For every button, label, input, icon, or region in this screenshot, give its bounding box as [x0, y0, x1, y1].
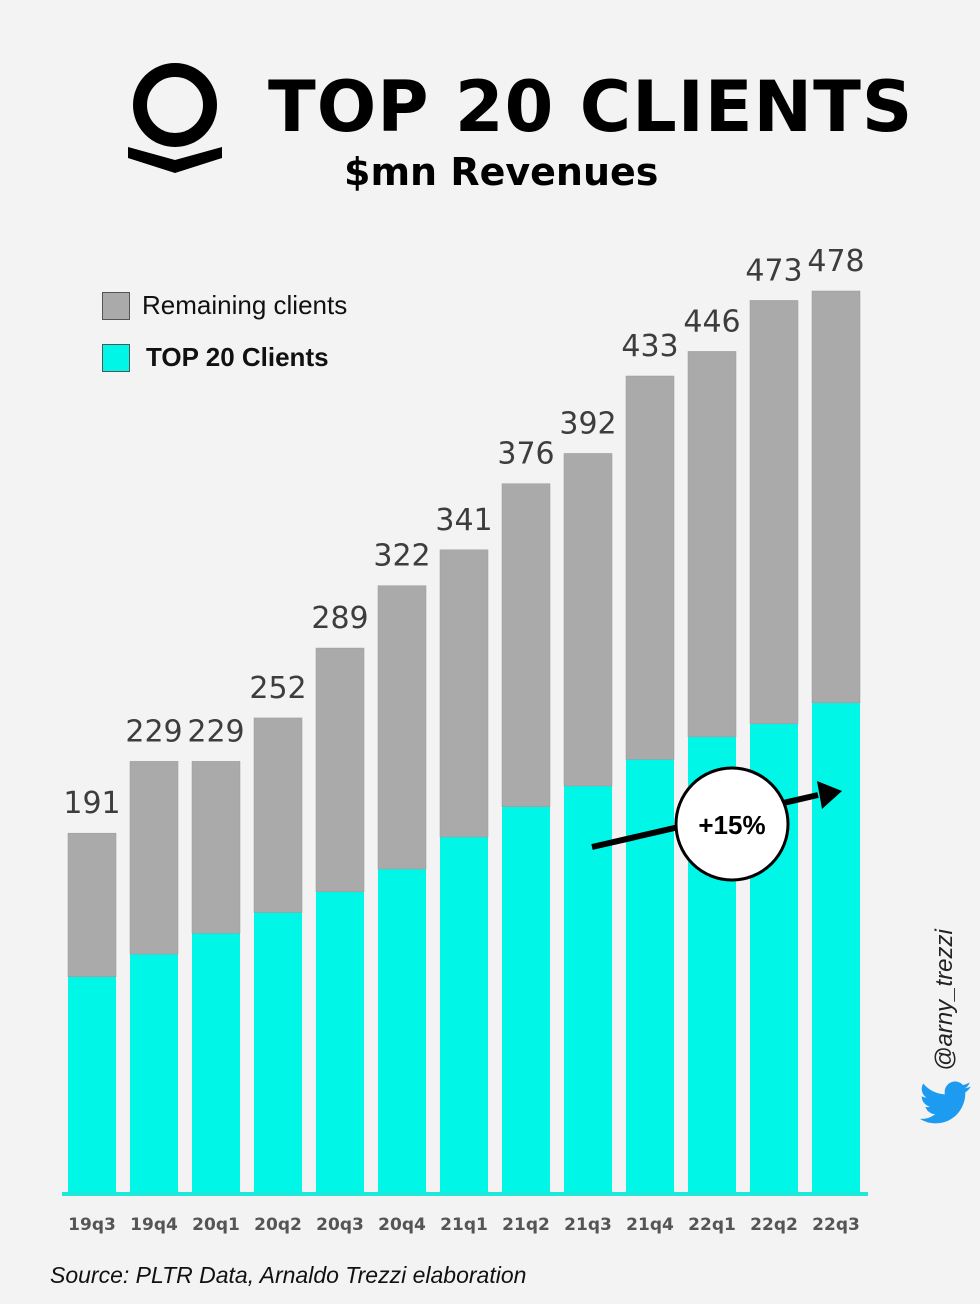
chart-title: TOP 20 CLIENTS	[268, 66, 914, 148]
bar-remaining-20q4	[377, 585, 427, 870]
author-handle: @arny_trezzi	[931, 929, 958, 1071]
bar-top20-21q2	[502, 806, 550, 1194]
bar-top20-21q3	[564, 785, 612, 1194]
bar-remaining-22q3	[811, 290, 861, 704]
x-tick-label: 21q4	[626, 1215, 674, 1235]
legend-item-remaining: Remaining clients	[102, 290, 347, 321]
total-label: 392	[559, 406, 616, 441]
palantir-logo-icon	[128, 63, 222, 173]
bar-top20-20q4	[378, 869, 426, 1194]
bar-top20-20q1	[192, 933, 240, 1194]
x-tick-label: 20q2	[254, 1215, 302, 1235]
legend-swatch-top20	[102, 343, 130, 372]
x-tick-label: 20q4	[378, 1215, 426, 1235]
growth-circle	[674, 766, 790, 882]
bar-remaining-19q3	[67, 832, 117, 978]
bar-remaining-22q2	[749, 300, 799, 724]
x-tick-label: 21q2	[502, 1215, 550, 1235]
legend-item-top20: TOP 20 Clients	[102, 342, 329, 373]
bar-remaining-21q4	[625, 375, 675, 760]
bar-top20-20q2	[254, 912, 302, 1194]
total-label: 229	[125, 714, 182, 749]
total-label: 191	[63, 786, 120, 821]
bar-remaining-19q4	[129, 761, 179, 955]
total-label: 289	[311, 601, 368, 636]
bar-remaining-22q1	[687, 351, 737, 738]
total-label: 322	[373, 539, 430, 574]
x-tick-label: 20q1	[192, 1215, 240, 1235]
x-tick-label: 21q3	[564, 1215, 612, 1235]
bar-remaining-20q3	[315, 647, 365, 892]
bar-top20-20q3	[316, 891, 364, 1194]
chart-subtitle: $mn Revenues	[344, 150, 659, 194]
total-label: 473	[745, 253, 802, 288]
bar-remaining-20q1	[191, 761, 241, 934]
x-tick-label: 22q3	[812, 1215, 860, 1235]
bar-remaining-20q2	[253, 717, 303, 913]
total-label: 376	[497, 437, 554, 472]
bar-top20-22q3	[812, 702, 860, 1194]
x-tick-label: 22q2	[750, 1215, 798, 1235]
twitter-bird-icon	[920, 1081, 972, 1124]
legend-swatch-remaining	[102, 291, 130, 320]
bar-remaining-21q2	[501, 483, 551, 807]
legend-label-remaining: Remaining clients	[142, 290, 348, 320]
bar-top20-19q3	[68, 976, 116, 1194]
x-tick-labels: 19q3 19q4 20q1 20q2 20q3 20q4 21q1 21q2 21q3 21q4…	[68, 1215, 860, 1235]
total-label: 433	[621, 329, 678, 364]
growth-label: +15%	[698, 810, 765, 840]
bar-top20-21q1	[440, 836, 488, 1194]
total-label: 229	[187, 714, 244, 749]
bar-remaining-21q1	[439, 549, 489, 838]
x-tick-label: 20q3	[316, 1215, 364, 1235]
total-label: 341	[435, 503, 492, 538]
legend-label-top20: TOP 20 Clients	[146, 342, 329, 372]
bar-top20-21q4	[626, 759, 674, 1194]
total-label: 252	[249, 671, 306, 706]
x-tick-label: 19q3	[68, 1215, 116, 1235]
growth-arrow-head	[817, 781, 842, 809]
x-tick-label: 22q1	[688, 1215, 736, 1235]
x-tick-label: 21q1	[440, 1215, 488, 1235]
total-label: 478	[807, 244, 864, 279]
bar-top20-19q4	[130, 954, 178, 1194]
source-note: Source: PLTR Data, Arnaldo Trezzi elabor…	[50, 1262, 527, 1288]
bar-remaining-21q3	[563, 453, 613, 787]
total-label: 446	[683, 304, 740, 339]
growth-annotation: +15%	[591, 766, 842, 882]
x-tick-label: 19q4	[130, 1215, 178, 1235]
